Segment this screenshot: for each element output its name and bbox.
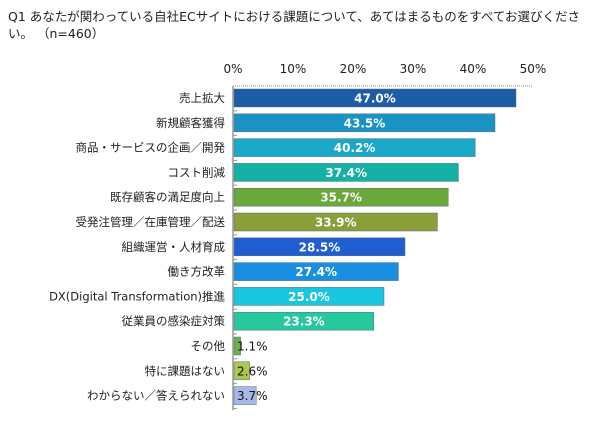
category-label: コスト削減 (168, 165, 226, 179)
x-tick-label: 40% (460, 62, 487, 76)
x-tick-label: 20% (340, 62, 367, 76)
category-label: 商品・サービスの企画／開発 (76, 141, 226, 155)
bar (233, 361, 250, 381)
data-label: 40.2% (334, 141, 376, 155)
bar (233, 212, 438, 232)
x-tick-label: 50% (520, 62, 547, 76)
category-label: 働き方改革 (168, 265, 226, 279)
data-label: 37.4% (325, 166, 367, 180)
data-label: 1.1% (237, 340, 268, 354)
category-label: 売上拡大 (179, 91, 225, 105)
data-label: 33.9% (315, 216, 357, 230)
category-label: 新規顧客獲得 (156, 116, 225, 130)
data-label: 27.4% (295, 265, 337, 279)
category-label: 従業員の感染症対策 (122, 314, 226, 328)
data-label: 47.0% (354, 92, 396, 106)
data-label: 2.6% (237, 364, 268, 378)
data-label: 3.7% (237, 389, 268, 403)
category-label: わからない／答えられない (87, 389, 225, 403)
x-tick-label: 0% (223, 62, 242, 76)
bar (233, 287, 385, 306)
category-label: DX(Digital Transformation)推進 (49, 289, 225, 303)
category-label: その他 (191, 339, 226, 353)
bar (233, 336, 241, 356)
category-label: 既存顧客の満足度向上 (110, 190, 225, 204)
data-label: 43.5% (344, 116, 386, 130)
bar (233, 88, 517, 108)
category-label: 受発注管理／在庫管理／配送 (76, 215, 226, 229)
bar (233, 187, 449, 207)
chart-title: Q1 あなたが関わっている自社ECサイトにおける課題について、あてはまるものをす… (8, 9, 581, 41)
data-label: 28.5% (299, 240, 341, 254)
bar (233, 262, 399, 281)
data-label: 25.0% (288, 290, 330, 304)
bar (233, 237, 406, 257)
x-tick-label: 10% (280, 62, 307, 76)
data-label: 35.7% (320, 191, 362, 205)
category-label: 組織運営・人材育成 (122, 240, 226, 254)
data-label: 23.3% (283, 315, 325, 329)
bar (233, 138, 476, 157)
x-tick-label: 30% (400, 62, 427, 76)
bar (233, 386, 257, 405)
bar (233, 163, 459, 182)
bar (233, 311, 375, 331)
category-label: 特に課題はない (145, 364, 226, 378)
bar (233, 113, 496, 133)
